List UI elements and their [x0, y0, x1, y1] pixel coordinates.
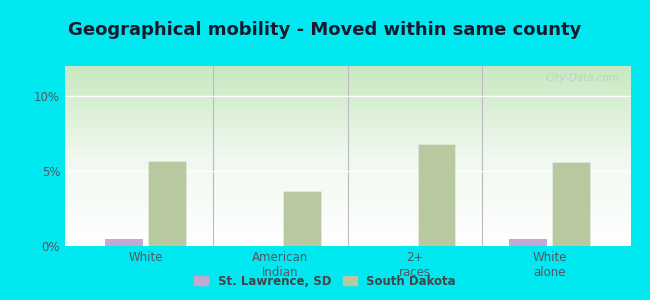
- Bar: [418, 144, 456, 246]
- Legend: St. Lawrence, SD, South Dakota: St. Lawrence, SD, South Dakota: [190, 271, 460, 291]
- Bar: [148, 160, 186, 246]
- Bar: [552, 162, 590, 246]
- Bar: [105, 238, 143, 246]
- Text: Geographical mobility - Moved within same county: Geographical mobility - Moved within sam…: [68, 21, 582, 39]
- Text: City-Data.com: City-Data.com: [545, 73, 619, 83]
- Bar: [283, 190, 321, 246]
- Bar: [510, 238, 547, 246]
